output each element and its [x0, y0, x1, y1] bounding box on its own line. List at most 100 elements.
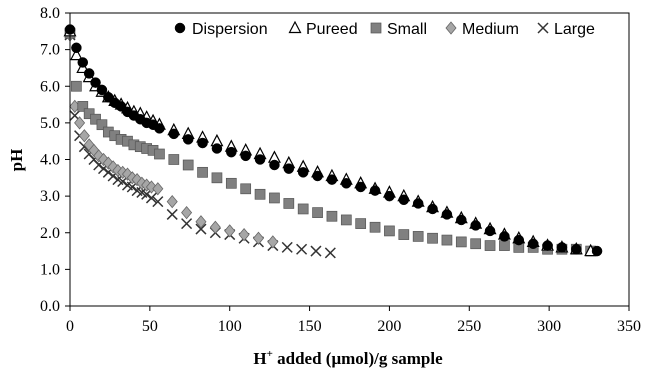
data-point-dispersion — [355, 181, 366, 193]
data-point-dispersion — [226, 146, 237, 158]
data-point-small — [71, 80, 82, 92]
legend-label-large: Large — [554, 21, 595, 38]
x-stroke — [296, 243, 308, 255]
data-point-dispersion — [456, 214, 467, 226]
data-point-medium — [209, 220, 221, 234]
data-point-small — [470, 238, 482, 250]
plot-area — [63, 24, 603, 259]
data-point-small — [412, 231, 424, 242]
data-point-pureed — [69, 47, 83, 61]
data-point-dispersion — [197, 137, 208, 149]
legend-label-pureed: Pureed — [306, 21, 358, 38]
data-point-small — [369, 221, 381, 233]
x-tick-label: 50 — [142, 318, 158, 335]
data-point-dispersion — [312, 170, 323, 182]
data-point-dispersion — [254, 154, 266, 165]
data-point-small — [225, 177, 237, 189]
y-tick-label: 6.0 — [40, 78, 60, 95]
data-point-small — [283, 198, 295, 209]
data-point-small — [355, 218, 367, 229]
data-point-small — [83, 108, 95, 120]
x-tick-label: 150 — [298, 318, 322, 335]
legend-marker-medium — [445, 21, 457, 35]
y-tick-label: 4.0 — [40, 152, 60, 169]
data-point-dispersion — [182, 134, 194, 145]
x-stroke — [145, 192, 157, 204]
data-point-dispersion — [211, 143, 223, 154]
x-stroke — [281, 241, 293, 253]
data-point-small — [240, 183, 252, 195]
data-point-large — [324, 247, 336, 259]
data-point-small — [340, 214, 352, 226]
data-point-small — [90, 113, 101, 125]
x-stroke — [181, 218, 193, 230]
y-tick-label: 2.0 — [40, 225, 60, 242]
x-axis-title-rest: added (μmol)/g sample — [273, 349, 443, 368]
x-axis-title: H+ added (μmol)/g sample — [253, 348, 443, 368]
data-point-dispersion — [168, 128, 180, 140]
axes — [65, 12, 630, 311]
y-tick-label: 7.0 — [40, 42, 60, 59]
x-stroke — [166, 208, 178, 220]
data-point-large — [166, 208, 178, 220]
data-point-dispersion — [527, 238, 539, 249]
data-point-dispersion — [412, 198, 424, 209]
data-point-dispersion — [341, 178, 352, 189]
data-point-medium — [252, 231, 264, 245]
data-point-large — [296, 243, 308, 255]
data-point-small — [441, 234, 453, 246]
x-axis-title-main: H — [253, 349, 266, 368]
data-point-dispersion — [571, 243, 582, 255]
data-point-small — [427, 232, 438, 244]
y-tick-label: 0.0 — [40, 298, 60, 315]
x-stroke — [69, 110, 81, 122]
data-point-small — [96, 119, 108, 131]
x-stroke — [324, 247, 336, 259]
data-point-large — [152, 196, 164, 208]
data-point-dispersion — [427, 203, 438, 215]
x-tick-label: 0 — [66, 318, 74, 335]
y-tick-label: 3.0 — [40, 188, 60, 205]
data-point-dispersion — [398, 194, 410, 206]
data-point-dispersion — [441, 209, 453, 220]
x-tick-label: 250 — [457, 318, 481, 335]
data-point-dispersion — [77, 57, 89, 68]
data-point-small — [499, 240, 510, 251]
x-stroke — [537, 22, 549, 34]
plot-frame — [69, 12, 630, 307]
data-point-dispersion — [499, 231, 510, 242]
data-point-small — [455, 236, 467, 248]
data-point-medium — [224, 224, 236, 238]
series-small — [64, 27, 597, 257]
data-point-dispersion — [470, 220, 481, 231]
legend: Dispersion Pureed Small Medium Large — [174, 20, 595, 38]
data-point-small — [182, 159, 194, 171]
x-tick-label: 100 — [218, 318, 242, 335]
data-point-dispersion — [83, 68, 95, 79]
data-point-dispersion — [542, 240, 553, 251]
data-point-small — [297, 203, 309, 215]
data-point-small — [168, 154, 180, 165]
data-point-large — [310, 245, 322, 257]
data-point-dispersion — [154, 123, 165, 134]
data-point-large — [281, 241, 293, 253]
data-point-medium — [238, 227, 250, 242]
x-tick-label: 300 — [537, 318, 561, 335]
y-tick-label: 1.0 — [40, 261, 60, 278]
data-point-dispersion — [96, 84, 108, 96]
data-point-dispersion — [240, 150, 251, 162]
data-point-large — [195, 223, 207, 235]
data-point-medium — [181, 205, 193, 220]
legend-marker-small — [370, 22, 382, 34]
data-point-small — [211, 172, 223, 184]
series-dispersion — [64, 24, 603, 257]
x-stroke — [195, 223, 207, 235]
data-point-dispersion — [556, 242, 568, 253]
series-medium — [64, 28, 279, 249]
data-point-small — [77, 101, 89, 112]
data-point-dispersion — [283, 163, 295, 174]
data-point-large — [181, 218, 193, 230]
data-point-small — [154, 148, 165, 160]
data-point-dispersion — [591, 245, 603, 257]
legend-marker-dispersion — [174, 22, 186, 34]
